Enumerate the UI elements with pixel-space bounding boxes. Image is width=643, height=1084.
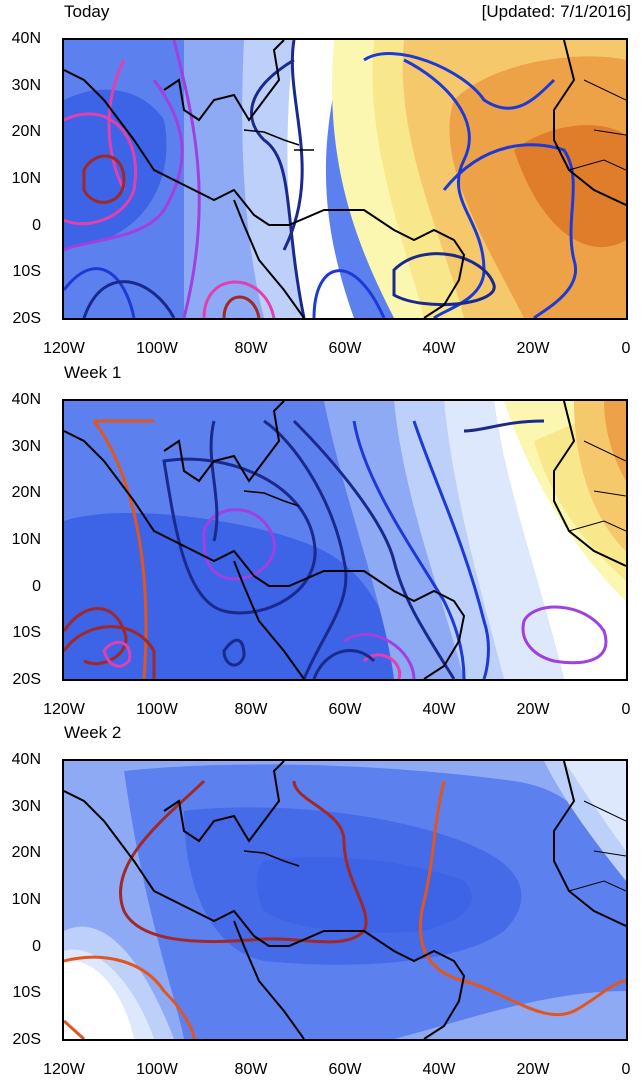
panel-title: Today — [64, 2, 110, 21]
lat-label: 40N — [11, 751, 41, 768]
lon-label: 80W — [234, 340, 268, 357]
panel-title: Week 2 — [64, 723, 122, 742]
lon-label: 120W — [43, 1061, 85, 1078]
panel-week-1: Week 1 — [0, 361, 643, 721]
map-week-2 — [62, 759, 628, 1041]
lon-label: 40W — [422, 701, 456, 718]
panel-title: Week 1 — [64, 363, 122, 382]
lat-label: 20N — [11, 844, 41, 861]
lon-label: 80W — [234, 701, 268, 718]
lon-label: 80W — [234, 1061, 268, 1078]
lat-label: 40N — [11, 391, 41, 408]
map-week-2-svg — [64, 761, 626, 1039]
lat-label: 30N — [11, 438, 41, 455]
lon-label: 40W — [422, 340, 456, 357]
updated-date: [Updated: 7/1/2016] — [481, 2, 631, 21]
lat-label: 20S — [12, 1031, 41, 1048]
lon-label: 40W — [422, 1061, 456, 1078]
lat-label: 0 — [32, 578, 41, 595]
lon-label: 120W — [43, 340, 85, 357]
lat-label: 30N — [11, 798, 41, 815]
map-week-1 — [62, 399, 628, 681]
map-today-svg — [64, 40, 626, 318]
lat-label: 10S — [12, 263, 41, 280]
lon-label: 100W — [136, 340, 178, 357]
lon-label: 0 — [621, 1061, 631, 1078]
lat-label: 20S — [12, 310, 41, 327]
lon-label: 0 — [621, 340, 631, 357]
lon-label: 20W — [516, 701, 550, 718]
lat-label: 10S — [12, 624, 41, 641]
panel-today: Today [Updated: 7/1/2016] — [0, 0, 643, 360]
lat-label: 20S — [12, 671, 41, 688]
lon-label: 100W — [136, 701, 178, 718]
lon-label: 20W — [516, 1061, 550, 1078]
lon-label: 60W — [328, 1061, 362, 1078]
lon-label: 120W — [43, 701, 85, 718]
lat-label: 0 — [32, 938, 41, 955]
lat-label: 10N — [11, 891, 41, 908]
lat-label: 20N — [11, 484, 41, 501]
lat-label: 0 — [32, 217, 41, 234]
lon-label: 100W — [136, 1061, 178, 1078]
lat-label: 40N — [11, 30, 41, 47]
lon-label: 60W — [328, 340, 362, 357]
lon-label: 0 — [621, 701, 631, 718]
lon-label: 60W — [328, 701, 362, 718]
lat-label: 10N — [11, 531, 41, 548]
map-week-1-svg — [64, 401, 626, 679]
lat-label: 30N — [11, 77, 41, 94]
panel-week-2: Week 2 40N 30N 20N 10N 0 10S 20S 12 — [0, 721, 643, 1081]
lat-label: 10N — [11, 170, 41, 187]
lon-label: 20W — [516, 340, 550, 357]
map-today — [62, 38, 628, 320]
lat-label: 20N — [11, 123, 41, 140]
lat-label: 10S — [12, 984, 41, 1001]
